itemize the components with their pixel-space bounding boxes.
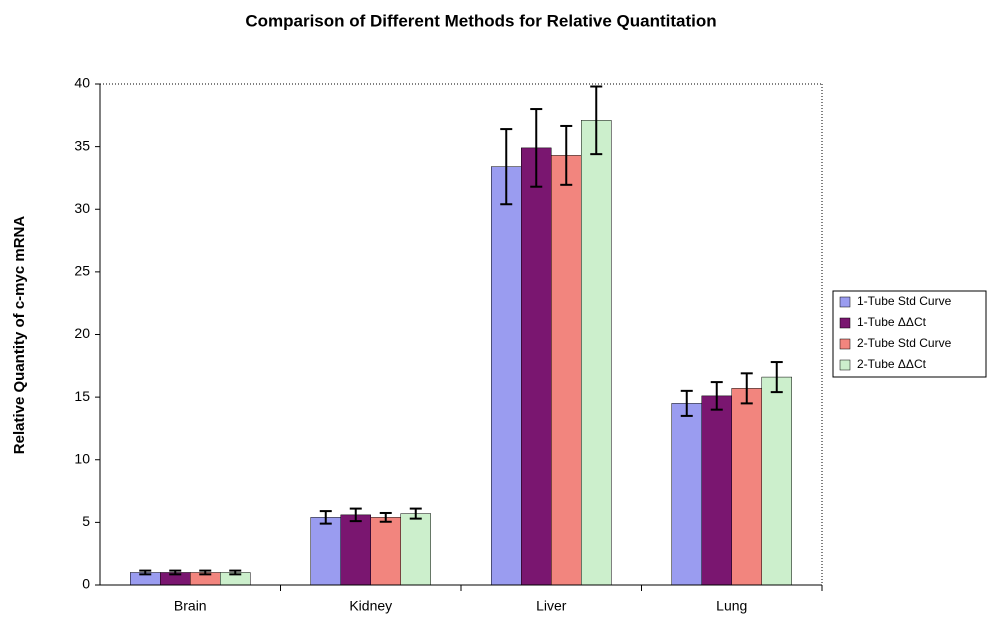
error-bar — [500, 128, 513, 206]
error-bar — [710, 381, 723, 411]
legend-swatch — [839, 317, 851, 329]
legend-swatch — [839, 338, 851, 350]
error-bar — [590, 85, 603, 156]
legend-label: 1-Tube Std Curve — [857, 294, 952, 308]
bar — [761, 376, 792, 586]
error-bar — [319, 510, 332, 525]
legend-swatch — [839, 296, 851, 308]
bar — [701, 395, 732, 586]
legend-label: 2-Tube Std Curve — [857, 336, 952, 350]
y-tick-label: 15 — [74, 388, 90, 404]
bar — [340, 514, 371, 586]
error-bar — [139, 569, 152, 576]
error-bar — [199, 569, 212, 576]
y-tick-label: 30 — [74, 200, 90, 216]
legend — [832, 290, 987, 378]
error-bar — [740, 372, 753, 405]
error-bar — [229, 569, 242, 576]
bar — [491, 166, 522, 586]
bar — [731, 388, 762, 586]
bar — [310, 517, 341, 586]
y-tick-label: 10 — [74, 450, 90, 466]
bar — [671, 403, 702, 586]
error-bar — [379, 511, 392, 523]
error-bar — [680, 389, 693, 417]
x-tick-label: Brain — [174, 598, 207, 614]
y-tick-label: 5 — [82, 513, 90, 529]
error-bar — [169, 569, 182, 576]
bar — [551, 155, 582, 586]
bar — [521, 147, 552, 586]
error-bar — [349, 507, 362, 523]
bar — [581, 120, 612, 586]
legend-label: 2-Tube ΔΔCt — [857, 357, 927, 371]
error-bar — [409, 507, 422, 520]
y-axis-label: Relative Quantity of c-myc mRNA — [11, 216, 28, 455]
legend-label: 1-Tube ΔΔCt — [857, 315, 927, 329]
error-bar — [560, 124, 573, 186]
legend-swatch — [839, 359, 851, 371]
y-tick-label: 35 — [74, 137, 90, 153]
x-tick-label: Kidney — [349, 598, 392, 614]
bar — [370, 517, 401, 586]
bar — [400, 513, 431, 586]
error-bar — [770, 361, 783, 394]
error-bar — [530, 108, 543, 188]
x-tick-label: Liver — [536, 598, 567, 614]
y-tick-label: 40 — [74, 75, 90, 91]
y-tick-label: 20 — [74, 325, 90, 341]
x-tick-label: Lung — [716, 598, 747, 614]
chart-title: Comparison of Different Methods for Rela… — [245, 11, 716, 30]
y-tick-label: 25 — [74, 263, 90, 279]
y-tick-label: 0 — [82, 576, 90, 592]
